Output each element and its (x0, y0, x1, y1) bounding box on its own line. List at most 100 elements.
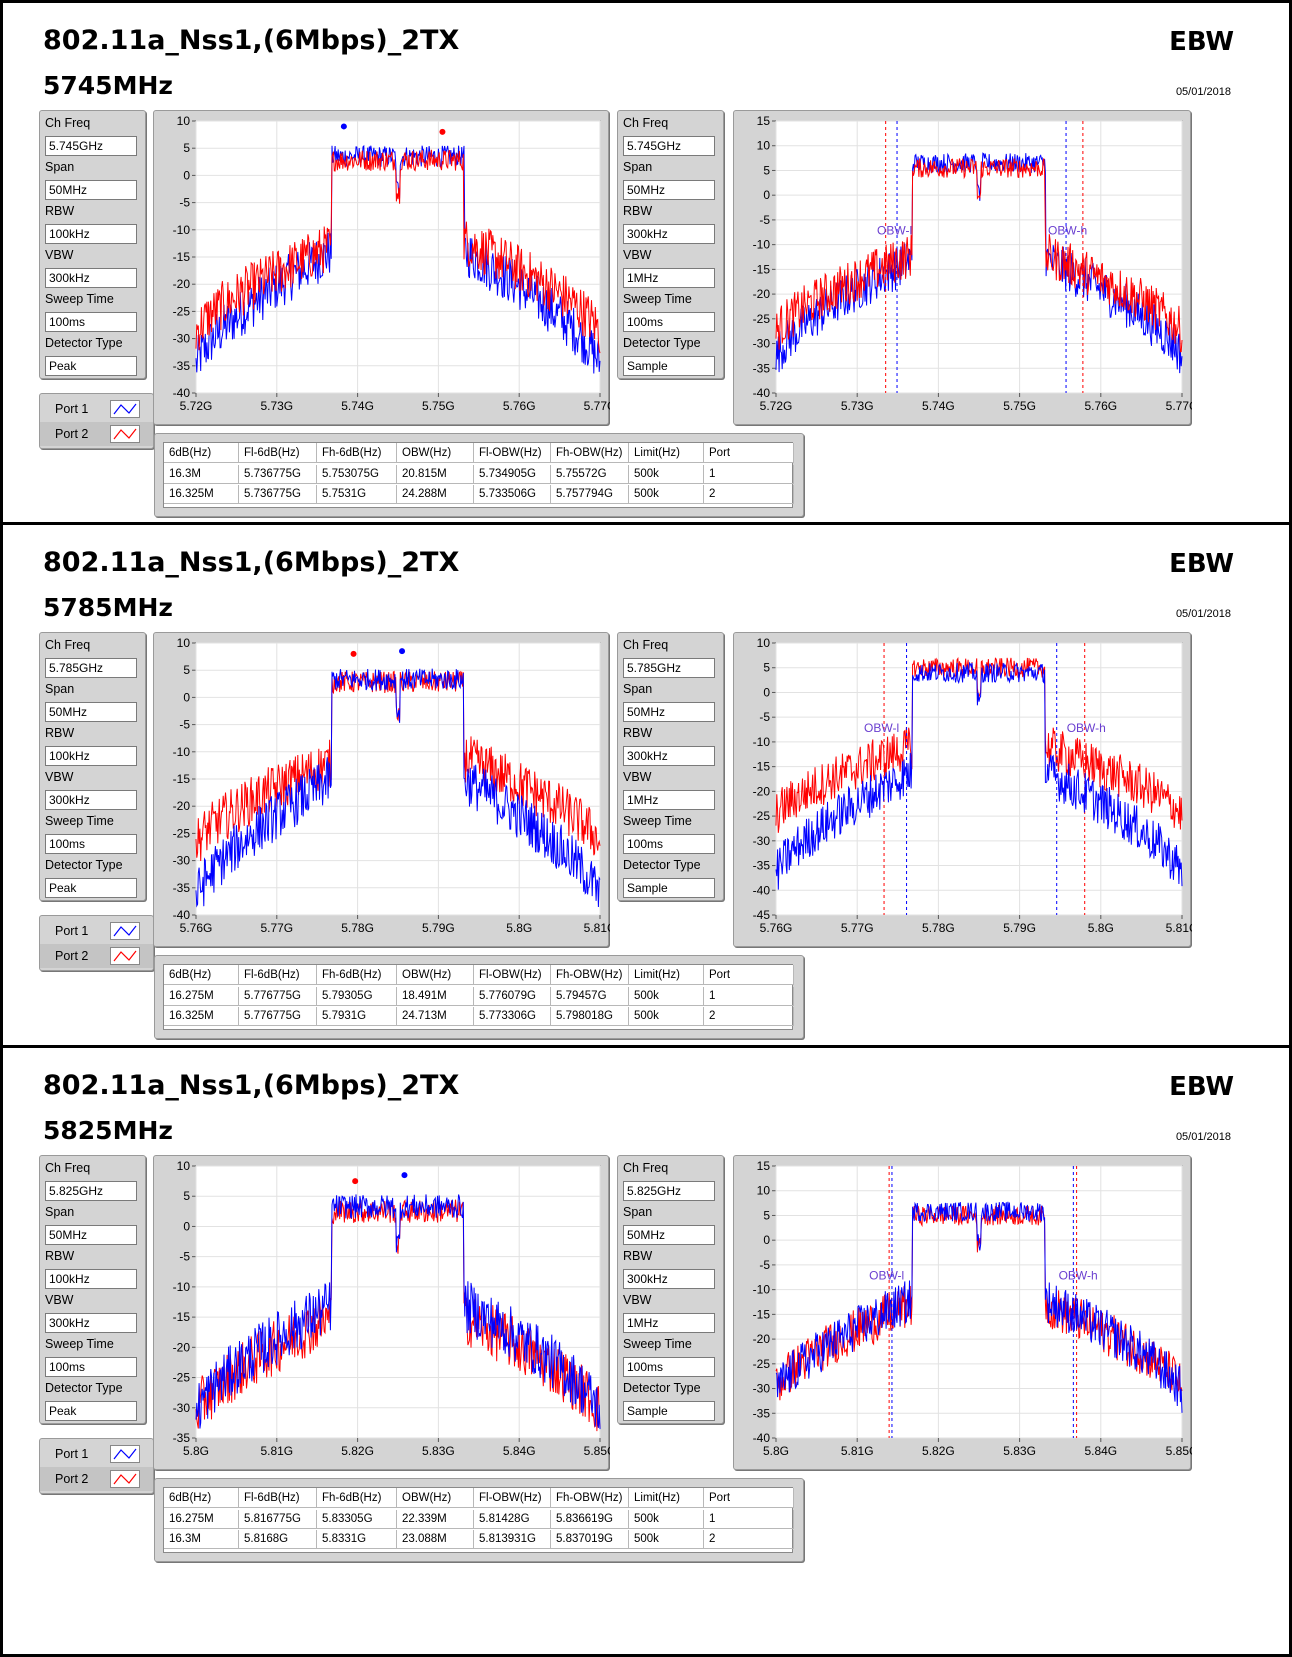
param-value-field[interactable]: 100kHz (45, 1269, 137, 1289)
param-label: Ch Freq (623, 116, 669, 130)
y-tick-label: -5 (759, 710, 770, 724)
param-value-field[interactable]: 300kHz (45, 268, 137, 288)
param-value-field[interactable]: 100ms (623, 312, 715, 332)
table-header-cell: OBW(Hz) (397, 1488, 474, 1508)
param-value-field[interactable]: 300kHz (45, 790, 137, 810)
param-value-field[interactable]: 5.745GHz (623, 136, 715, 156)
param-value-field[interactable]: 300kHz (45, 1313, 137, 1333)
y-tick-label: -25 (753, 809, 771, 823)
results-table: 6dB(Hz) Fl-6dB(Hz) Fh-6dB(Hz) OBW(Hz) Fl-OBW… (163, 1487, 794, 1553)
y-tick-label: -40 (753, 1431, 771, 1445)
table-header-cell: Fl-OBW(Hz) (474, 1488, 551, 1508)
table-cell: 500k (629, 987, 704, 1006)
spectrum-plot: 15 10 5 0 -5 -10 -15 -20 -25 -30 -35 -405.8G 5.81G 5.… (753, 1159, 1192, 1458)
param-value-field[interactable]: 50MHz (623, 702, 715, 722)
legend-item[interactable]: Port 2 (40, 1467, 153, 1491)
table-header-cell: 6dB(Hz) (164, 443, 239, 463)
legend-item[interactable]: Port 1 (40, 1442, 153, 1466)
table-cell: 5.773306G (474, 1007, 551, 1026)
param-value-field[interactable]: 50MHz (623, 1225, 715, 1245)
param-value-field[interactable]: 300kHz (623, 224, 715, 244)
param-value-field[interactable]: 100ms (623, 834, 715, 854)
param-value-field[interactable]: Peak (45, 1401, 137, 1421)
param-value-field[interactable]: 300kHz (623, 1269, 715, 1289)
param-value-field[interactable]: Sample (623, 1401, 715, 1421)
table-cell: 16.275M (164, 1510, 239, 1529)
y-tick-label: 0 (183, 168, 190, 182)
param-value-field[interactable]: 50MHz (45, 702, 137, 722)
table-header-cell: 6dB(Hz) (164, 965, 239, 985)
param-value-field[interactable]: 5.825GHz (623, 1181, 715, 1201)
param-value-field[interactable]: 100ms (45, 834, 137, 854)
param-label: RBW (45, 726, 75, 740)
param-value-field[interactable]: 5.745GHz (45, 136, 137, 156)
param-value-field[interactable]: 50MHz (45, 180, 137, 200)
obw-high-label: OBW-h (1048, 224, 1087, 238)
table-cell: 2 (704, 1007, 794, 1026)
legend-item[interactable]: Port 2 (40, 422, 153, 446)
y-tick-label: -30 (173, 854, 191, 868)
results-table: 6dB(Hz) Fl-6dB(Hz) Fh-6dB(Hz) OBW(Hz) Fl-OBW… (163, 964, 794, 1030)
param-value-field[interactable]: 300kHz (623, 746, 715, 766)
param-value-field[interactable]: 5.825GHz (45, 1181, 137, 1201)
y-tick-label: 10 (177, 1159, 191, 1173)
peak-marker (401, 1172, 408, 1179)
param-value-field[interactable]: 1MHz (623, 268, 715, 288)
y-tick-label: 10 (757, 1184, 771, 1198)
param-label: Detector Type (623, 336, 701, 350)
y-tick-label: -35 (173, 881, 191, 895)
param-label: Span (623, 160, 653, 174)
y-tick-label: -20 (753, 784, 771, 798)
y-tick-label: 0 (183, 690, 190, 704)
param-value-field[interactable]: Sample (623, 878, 715, 898)
table-cell: 5.81428G (474, 1510, 551, 1529)
param-label: Detector Type (45, 336, 123, 350)
param-label: Ch Freq (45, 1161, 91, 1175)
y-tick-label: -10 (753, 1283, 771, 1297)
spectrum-plot: 10 5 0 -5 -10 -15 -20 -25 -30 -35 -405.76G 5.77G 5.7… (173, 636, 610, 935)
param-value-field[interactable]: 50MHz (45, 1225, 137, 1245)
y-tick-label: 0 (763, 188, 770, 202)
table-cell: 18.491M (397, 987, 474, 1006)
param-value-field[interactable]: 100ms (623, 1357, 715, 1377)
peak-marker (340, 123, 347, 130)
y-tick-label: 5 (763, 1208, 770, 1222)
param-value-field[interactable]: 5.785GHz (623, 658, 715, 678)
param-value-field[interactable]: 50MHz (623, 180, 715, 200)
x-tick-label: 5.77G (584, 399, 610, 413)
x-tick-label: 5.79G (1003, 921, 1036, 935)
param-value-field[interactable]: 5.785GHz (45, 658, 137, 678)
y-tick-label: -35 (173, 1431, 191, 1445)
peak-marker (350, 650, 357, 657)
param-value-field[interactable]: 100ms (45, 312, 137, 332)
spectrum-trace (775, 1201, 1183, 1413)
table-cell: 5.837019G (551, 1530, 629, 1549)
line-style-icon (110, 1445, 140, 1463)
param-value-field[interactable]: Sample (623, 356, 715, 376)
y-tick-label: -30 (173, 332, 191, 346)
param-value-field[interactable]: 1MHz (623, 1313, 715, 1333)
param-value-field[interactable]: 100ms (45, 1357, 137, 1377)
x-tick-label: 5.83G (1003, 1444, 1036, 1458)
param-value-field[interactable]: 100kHz (45, 746, 137, 766)
param-value-field[interactable]: 100kHz (45, 224, 137, 244)
table-header-cell: Fl-OBW(Hz) (474, 443, 551, 463)
table-header-cell: Fh-6dB(Hz) (317, 1488, 397, 1508)
param-value-field[interactable]: 1MHz (623, 790, 715, 810)
legend-item[interactable]: Port 1 (40, 397, 153, 421)
param-value-field[interactable]: Peak (45, 356, 137, 376)
legend-label: Port 1 (55, 924, 89, 938)
legend-item[interactable]: Port 1 (40, 919, 153, 943)
param-value-field[interactable]: Peak (45, 878, 137, 898)
y-tick-label: 10 (177, 636, 191, 650)
right-settings-panel: Ch Freq 5.745GHz Span 50MHz RBW 300kHz VBW 1MHz… (617, 110, 724, 379)
peak-marker (352, 1178, 359, 1185)
x-tick-label: 5.82G (922, 1444, 955, 1458)
legend-item[interactable]: Port 2 (40, 944, 153, 968)
spectrum-trace (775, 661, 1183, 890)
y-tick-label: -20 (173, 799, 191, 813)
test-date: 05/01/2018 (1175, 86, 1231, 98)
table-header-cell: Fl-6dB(Hz) (239, 1488, 317, 1508)
table-header-cell: Limit(Hz) (629, 965, 704, 985)
y-tick-label: 5 (183, 663, 190, 677)
